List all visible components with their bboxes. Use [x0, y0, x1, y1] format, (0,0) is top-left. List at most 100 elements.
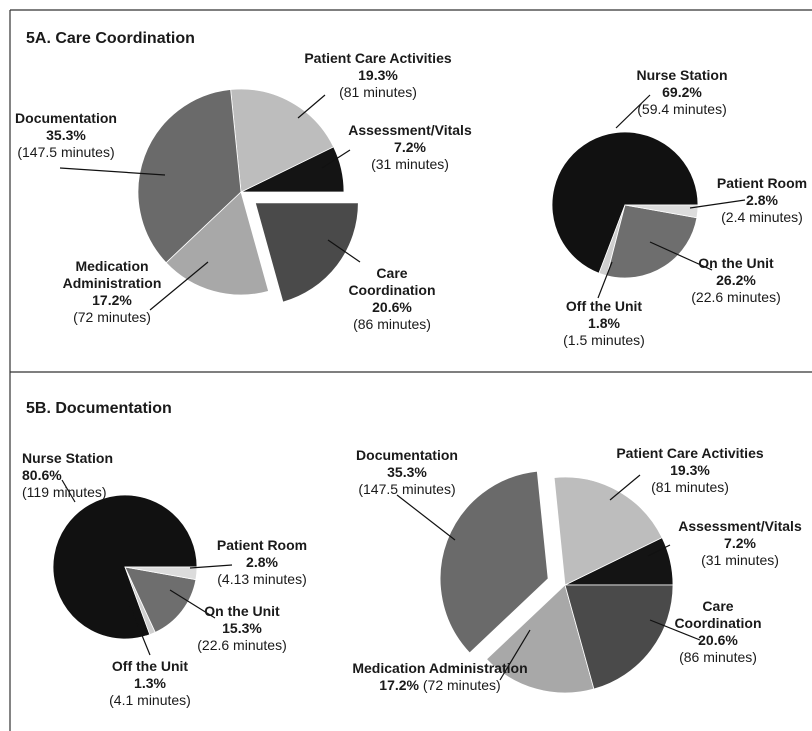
- minutes-label: (72 minutes): [73, 309, 151, 325]
- leader-line: [297, 94, 326, 119]
- slice-label: On the Unit 15.3% (22.6 minutes): [177, 603, 307, 654]
- minutes-label: (81 minutes): [651, 479, 729, 495]
- minutes-label: (2.4 minutes): [721, 209, 803, 225]
- leader-line: [149, 261, 209, 311]
- minutes-label: (119 minutes): [22, 484, 107, 500]
- category-name: Off the Unit: [111, 658, 189, 674]
- category-name: Patient Care Activities: [616, 445, 764, 461]
- pie-slice: [485, 584, 595, 694]
- percent-label: 1.8%: [588, 315, 620, 331]
- pie-slice: [165, 191, 270, 296]
- leader-line: [327, 239, 361, 263]
- percent-label: 7.2%: [394, 139, 426, 155]
- leader-line: [189, 564, 233, 569]
- slice-label: Documentation 35.3% (147.5 minutes): [6, 110, 126, 161]
- pie-slice: [553, 476, 663, 586]
- category-name: Care Coordination: [348, 265, 436, 298]
- minutes-label: (72 minutes): [422, 677, 501, 693]
- percent-label: 26.2%: [716, 272, 756, 288]
- category-name: Patient Care Activities: [304, 50, 452, 66]
- leader-line: [615, 94, 651, 129]
- slice-label: Off the Unit 1.3% (4.1 minutes): [95, 658, 205, 709]
- slice-label: Assessment/Vitals 7.2% (31 minutes): [335, 122, 485, 173]
- slice-label: Care Coordination 20.6% (86 minutes): [337, 265, 447, 333]
- category-name: Assessment/Vitals: [678, 518, 802, 534]
- slice-label: Off the Unit 1.8% (1.5 minutes): [549, 298, 659, 349]
- minutes-label: (4.13 minutes): [217, 571, 307, 587]
- percent-label: 20.6%: [372, 299, 412, 315]
- slice-label: Medication Administration 17.2% (72 minute…: [57, 258, 167, 326]
- pie-slice: [624, 204, 699, 219]
- slice-label: Patient Care Activities 19.3% (81 minutes): [288, 50, 468, 101]
- leader-line: [649, 241, 713, 271]
- pie-slice: [439, 470, 549, 654]
- pie-slice: [254, 202, 359, 303]
- leader-line: [689, 199, 746, 209]
- minutes-label: (86 minutes): [679, 649, 757, 665]
- slice-label: Nurse Station 69.2% (59.4 minutes): [617, 67, 747, 118]
- panel-title: 5A. Care Coordination: [26, 30, 195, 47]
- leader-line: [129, 605, 151, 656]
- category-name: Documentation: [15, 110, 117, 126]
- percent-label: 17.2%: [379, 677, 419, 693]
- minutes-label: (22.6 minutes): [197, 637, 287, 653]
- slice-label: Patient Care Activities 19.3% (81 minutes): [600, 445, 780, 496]
- slice-label: Patient Room 2.8% (4.13 minutes): [207, 537, 317, 588]
- minutes-label: (81 minutes): [339, 84, 417, 100]
- percent-label: 69.2%: [662, 84, 702, 100]
- percent-label: 15.3%: [222, 620, 262, 636]
- pie-slice: [564, 584, 674, 690]
- category-name: On the Unit: [204, 603, 280, 619]
- category-name: Assessment/Vitals: [348, 122, 472, 138]
- percent-label: 35.3%: [387, 464, 427, 480]
- percent-label: 1.3%: [134, 675, 166, 691]
- percent-label: 19.3%: [670, 462, 710, 478]
- minutes-label: (147.5 minutes): [358, 481, 456, 497]
- category-name: Documentation: [356, 447, 458, 463]
- percent-label: 2.8%: [746, 192, 778, 208]
- minutes-label: (147.5 minutes): [17, 144, 115, 160]
- percent-label: 80.6%: [22, 467, 62, 483]
- slice-label: Nurse Station 80.6% (119 minutes): [22, 450, 222, 501]
- percent-label: 17.2%: [92, 292, 132, 308]
- slice-label: Patient Room 2.8% (2.4 minutes): [712, 175, 812, 226]
- pie-slice: [606, 204, 698, 279]
- leader-line: [169, 589, 216, 619]
- pie-slice: [551, 131, 699, 274]
- leader-line: [649, 619, 701, 641]
- pie-slice: [137, 89, 242, 264]
- panel-title: 5B. Documentation: [26, 400, 172, 417]
- minutes-label: (4.1 minutes): [109, 692, 191, 708]
- category-name: Medication Administration: [352, 660, 528, 676]
- pie-slice: [230, 88, 335, 193]
- category-name: Medication Administration: [62, 258, 162, 291]
- leader-line: [499, 629, 531, 681]
- percent-label: 19.3%: [358, 67, 398, 83]
- category-name: Care Coordination: [674, 598, 762, 631]
- minutes-label: (1.5 minutes): [563, 332, 645, 348]
- minutes-label: (31 minutes): [701, 552, 779, 568]
- percent-label: 2.8%: [246, 554, 278, 570]
- pie-slice: [124, 566, 197, 633]
- minutes-label: (31 minutes): [371, 156, 449, 172]
- slice-label: Assessment/Vitals 7.2% (31 minutes): [665, 518, 812, 569]
- category-name: Nurse Station: [22, 450, 114, 466]
- percent-label: 7.2%: [724, 535, 756, 551]
- leader-line: [59, 167, 166, 176]
- slice-label: Documentation 35.3% (147.5 minutes): [342, 447, 472, 498]
- minutes-label: (59.4 minutes): [637, 101, 727, 117]
- minutes-label: (22.6 minutes): [691, 289, 781, 305]
- category-name: On the Unit: [698, 255, 774, 271]
- leader-line: [61, 479, 76, 503]
- leader-line: [647, 544, 671, 557]
- leader-line: [321, 149, 351, 169]
- slice-label: Medication Administration 17.2% (72 minut…: [350, 660, 530, 694]
- category-name: Patient Room: [716, 175, 808, 191]
- slice-label: Care Coordination 20.6% (86 minutes): [663, 598, 773, 666]
- category-name: Off the Unit: [565, 298, 643, 314]
- slice-label: On the Unit 26.2% (22.6 minutes): [671, 255, 801, 306]
- percent-label: 35.3%: [46, 127, 86, 143]
- leader-line: [396, 494, 456, 541]
